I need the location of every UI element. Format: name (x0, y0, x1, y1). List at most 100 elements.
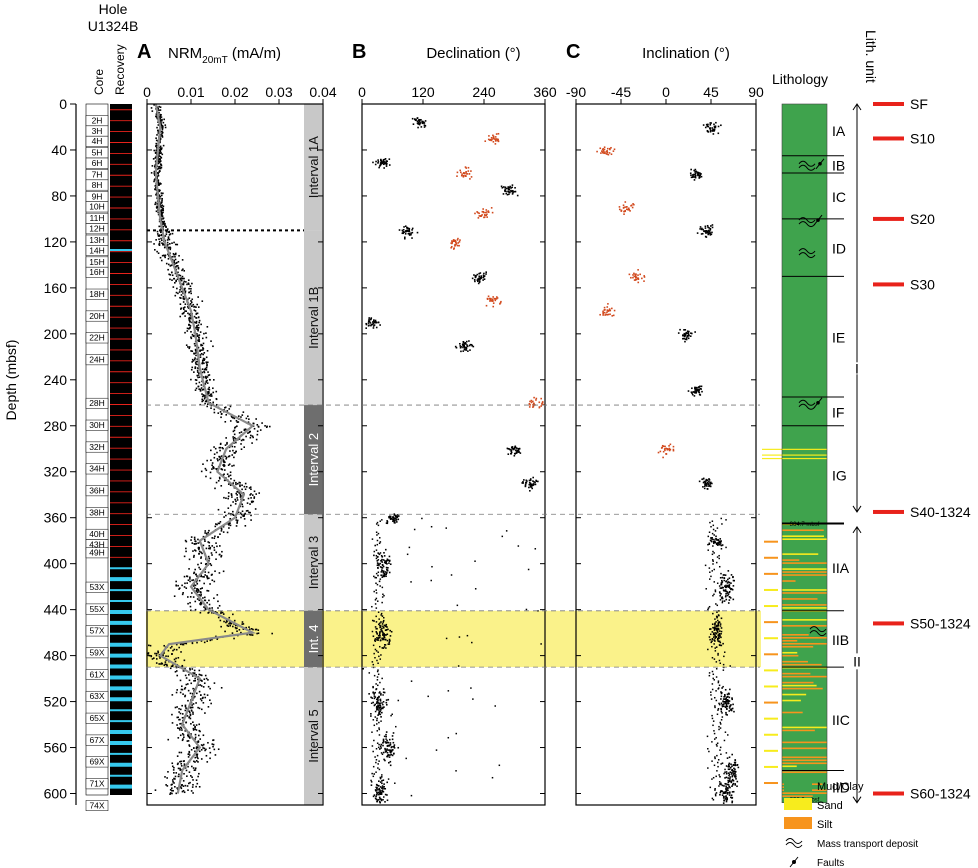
data-point (386, 162, 388, 165)
data-point (204, 674, 207, 677)
data-point (722, 797, 725, 799)
data-point (226, 473, 229, 475)
data-point (405, 757, 407, 760)
data-point (215, 558, 217, 561)
data-point (245, 626, 247, 629)
data-point (662, 456, 664, 459)
data-point (236, 421, 239, 423)
data-point (165, 231, 168, 233)
data-point (161, 254, 164, 257)
core-label: 43H (89, 540, 105, 550)
data-point (709, 571, 711, 573)
data-point (241, 503, 244, 506)
data-point (460, 346, 462, 348)
data-point (198, 337, 200, 339)
data-point (216, 545, 218, 548)
data-point (252, 436, 254, 439)
data-point (387, 744, 389, 747)
data-point (712, 632, 715, 635)
data-point (721, 596, 723, 598)
data-point (375, 549, 378, 551)
data-point (187, 283, 190, 285)
lithology-layer (782, 553, 819, 555)
data-point (376, 799, 379, 801)
data-point (717, 614, 720, 616)
data-point (178, 773, 180, 776)
data-point (198, 772, 200, 775)
data-point (683, 329, 685, 331)
data-point (725, 796, 728, 799)
data-point (213, 467, 215, 469)
data-point (157, 651, 160, 654)
data-point (495, 133, 498, 135)
data-point (413, 528, 416, 531)
data-point (158, 111, 160, 114)
data-point (250, 493, 252, 495)
title-main: NRM (168, 45, 202, 62)
data-point (714, 789, 716, 791)
data-point (194, 679, 197, 682)
data-point (723, 792, 726, 794)
data-point (495, 138, 497, 140)
data-point (721, 601, 724, 604)
data-point (637, 274, 639, 276)
data-point (389, 751, 391, 753)
data-point (410, 232, 412, 234)
data-point (192, 550, 194, 552)
data-point (186, 330, 189, 332)
data-point (215, 551, 218, 554)
data-point (193, 760, 195, 763)
data-point (709, 127, 711, 129)
data-point (201, 344, 204, 347)
data-point (711, 559, 714, 561)
data-point (206, 761, 209, 763)
lithology-layer (782, 636, 827, 639)
core-label: 8H (92, 180, 103, 190)
data-point (370, 781, 373, 783)
data-point (472, 345, 475, 348)
data-point (206, 364, 208, 366)
lithology-layer (782, 645, 814, 648)
data-point (194, 728, 196, 730)
data-point (370, 713, 372, 715)
data-point (377, 611, 380, 613)
data-point (635, 276, 638, 278)
data-point (376, 659, 378, 662)
data-point (377, 634, 380, 637)
recovery-column-label: Recovery (113, 44, 127, 95)
data-point (395, 725, 397, 728)
data-points (596, 121, 740, 804)
data-point (383, 636, 386, 639)
data-point (393, 747, 396, 749)
data-point (603, 146, 606, 149)
data-point (201, 744, 204, 747)
data-point (181, 584, 183, 587)
data-point (712, 799, 715, 801)
data-point (255, 438, 258, 441)
data-point (692, 391, 695, 393)
data-point (684, 334, 687, 337)
data-point (669, 443, 672, 446)
data-point (713, 658, 716, 660)
data-point (487, 138, 490, 141)
data-point (179, 679, 182, 682)
data-point (211, 545, 214, 547)
data-point (641, 277, 643, 280)
data-point (234, 503, 237, 505)
data-point (189, 314, 192, 317)
data-point (466, 173, 468, 175)
data-point (384, 548, 387, 551)
data-point (207, 531, 210, 534)
data-point (465, 346, 468, 349)
data-point (374, 319, 377, 322)
data-point (394, 522, 396, 524)
data-point (375, 557, 378, 560)
lithology-layer (782, 681, 814, 684)
data-point (160, 237, 162, 240)
data-point (209, 687, 211, 690)
data-point (243, 515, 245, 518)
data-point (540, 405, 543, 407)
data-point (178, 718, 180, 721)
data-point (189, 775, 192, 777)
interval-band (304, 104, 322, 231)
